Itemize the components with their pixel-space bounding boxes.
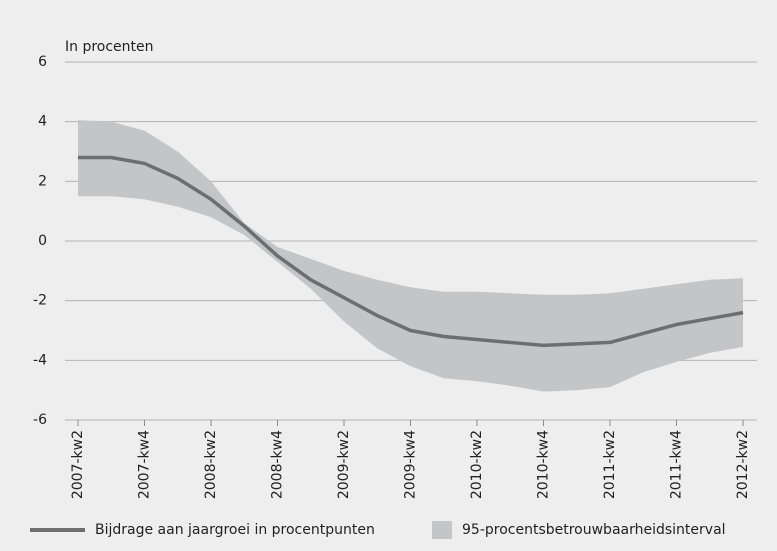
x-tick-label: 2010-kw4: [536, 430, 552, 499]
x-tick-label: 2007-kw2: [70, 430, 86, 499]
y-tick-label: 0: [38, 233, 47, 249]
x-tick-label: 2009-kw4: [403, 430, 419, 499]
y-tick-label: -2: [33, 293, 47, 309]
x-tick-label: 2007-kw4: [137, 430, 153, 499]
y-axis-label: In procenten: [65, 39, 154, 55]
x-tick-label: 2011-kw4: [669, 430, 685, 499]
x-tick-label: 2011-kw2: [602, 430, 618, 499]
y-tick-label: -6: [33, 412, 47, 428]
x-tick-label: 2009-kw2: [336, 430, 352, 499]
y-tick-label: 2: [38, 173, 47, 189]
legend-swatch: [432, 521, 452, 539]
line: [78, 155, 744, 348]
x-tick-label: 2008-kw2: [203, 430, 219, 499]
y-tick-label: -4: [33, 352, 47, 368]
x-tick-label: 2008-kw4: [270, 430, 286, 499]
confidence-band: [78, 120, 743, 392]
x-tick-label: 2012-kw2: [735, 430, 751, 499]
y-tick-label: 6: [38, 54, 47, 70]
x-tick-label: 2010-kw2: [469, 430, 485, 499]
legend-label: 95-procentsbetrouwbaarheidsinterval: [462, 522, 726, 538]
y-tick-label: 4: [38, 114, 47, 130]
legend-label: Bijdrage aan jaargroei in procentpunten: [95, 522, 375, 538]
